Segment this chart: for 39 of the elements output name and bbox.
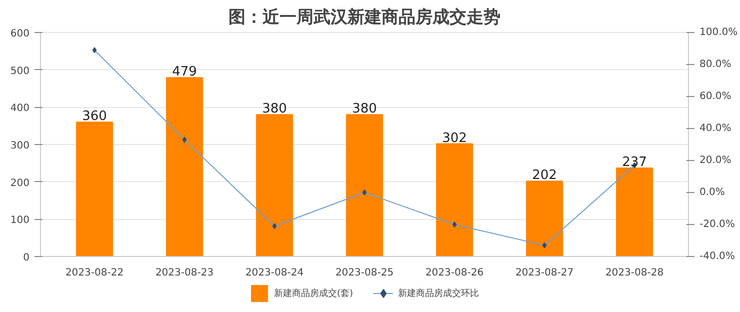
y-tick-label: 600 xyxy=(10,28,30,40)
data-label: 202 xyxy=(532,168,557,184)
data-label: 302 xyxy=(442,130,467,146)
legend-label: 新建商品房成交环比 xyxy=(398,288,480,300)
bar xyxy=(346,114,383,256)
data-label: 237 xyxy=(622,155,647,170)
y2-tick-label: 20.0% xyxy=(700,155,732,166)
y2-tick-label: 0.0% xyxy=(700,187,725,198)
bar xyxy=(526,180,563,256)
chart-title: 图：近一周武汉新建商品房成交走势 xyxy=(228,8,500,28)
y-tick-label: 100 xyxy=(10,215,30,226)
x-tick-label: 2023-08-23 xyxy=(155,268,214,278)
bar xyxy=(166,77,203,256)
x-tick-label: 2023-08-27 xyxy=(515,268,574,278)
y-tick-label: 400 xyxy=(10,103,30,114)
y-tick-label: 0 xyxy=(23,252,30,264)
x-tick-label: 2023-08-22 xyxy=(65,268,124,278)
y-tick-label: 200 xyxy=(10,178,30,189)
y2-tick-label: 60.0% xyxy=(700,91,732,102)
y2-tick-label: -40.0% xyxy=(700,251,735,262)
data-label: 380 xyxy=(262,102,287,117)
y-tick-label: 300 xyxy=(10,140,30,152)
x-tick-label: 2023-08-25 xyxy=(335,268,394,278)
bar xyxy=(436,143,473,256)
legend-label: 新建商品房成交(套) xyxy=(274,288,354,300)
x-tick-label: 2023-08-24 xyxy=(245,268,304,278)
y2-tick-label: 40.0% xyxy=(700,123,732,134)
x-tick-label: 2023-08-26 xyxy=(425,268,484,278)
data-label: 380 xyxy=(352,102,377,117)
bar xyxy=(76,122,113,256)
x-tick-label: 2023-08-28 xyxy=(605,268,664,278)
y2-tick-label: -20.0% xyxy=(700,219,735,230)
y2-tick-label: 80.0% xyxy=(700,59,732,70)
data-label: 360 xyxy=(82,109,107,124)
y-tick-label: 500 xyxy=(10,66,30,77)
bar xyxy=(616,168,653,256)
data-label: 479 xyxy=(172,64,197,80)
y2-tick-label: 100.0% xyxy=(700,27,738,38)
bar xyxy=(256,114,293,256)
